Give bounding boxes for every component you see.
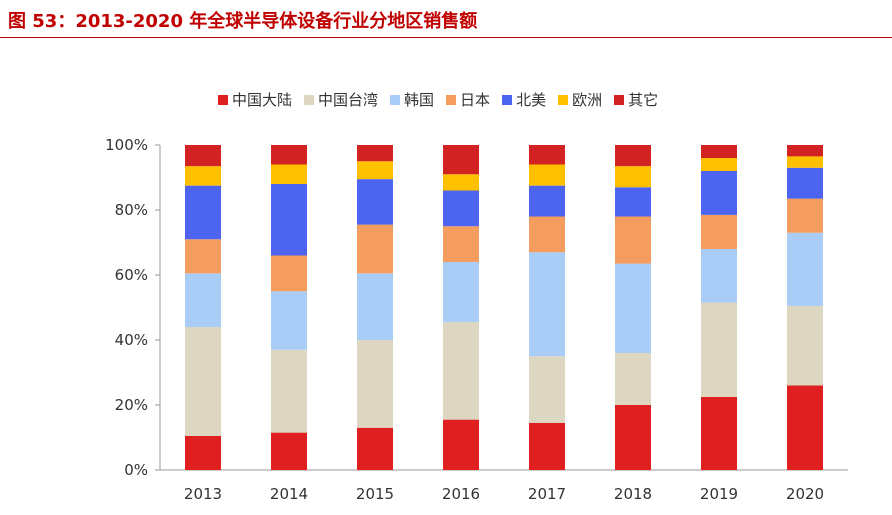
bar-segment <box>271 145 307 165</box>
bar-segment <box>701 396 737 470</box>
legend-item: 欧洲 <box>558 89 602 110</box>
bar-segment <box>443 322 479 420</box>
x-tick-label: 2013 <box>184 485 222 503</box>
bar-segment <box>185 327 221 436</box>
bar-segment <box>271 255 307 292</box>
bar-segment <box>357 161 393 180</box>
bar-segment <box>529 422 565 470</box>
bar-segment <box>443 145 479 175</box>
bar-segment <box>271 432 307 470</box>
legend-item: 韩国 <box>390 89 434 110</box>
bar-segment <box>529 216 565 253</box>
legend-swatch <box>390 94 401 105</box>
bar-segment <box>787 145 823 157</box>
legend-item: 其它 <box>614 89 658 110</box>
x-tick-label: 2014 <box>270 485 308 503</box>
legend-swatch <box>558 94 569 105</box>
bar-segment <box>615 187 651 217</box>
legend-swatch <box>218 94 228 105</box>
bar-segment <box>615 353 651 405</box>
bar-segment <box>615 166 651 188</box>
bar-segment <box>615 216 651 264</box>
x-tick-label: 2015 <box>356 485 394 503</box>
bar-segment <box>529 145 565 165</box>
bar-segment <box>185 185 221 240</box>
x-tick-label: 2018 <box>614 485 652 503</box>
bar-segment <box>443 262 479 323</box>
bar-segment <box>529 252 565 357</box>
y-tick-label: 60% <box>115 266 148 284</box>
bar-segment <box>615 405 651 470</box>
bar-segment <box>787 385 823 470</box>
y-tick-label: 20% <box>115 396 148 414</box>
bar-segment <box>443 226 479 262</box>
bar-segment <box>615 145 651 167</box>
title-bar: 图 53：2013-2020 年全球半导体设备行业分地区销售额 <box>0 0 892 40</box>
x-tick-label: 2017 <box>528 485 566 503</box>
legend-label: 韩国 <box>404 91 435 109</box>
bar-segment <box>701 171 737 215</box>
bar-segment <box>701 302 737 397</box>
bar-segment <box>185 239 221 274</box>
chart-legend: 中国大陆 中国台湾 韩国 日本 北美 欧洲 其它 <box>218 89 670 110</box>
bar-segment <box>787 156 823 168</box>
bar-segment <box>701 158 737 171</box>
bar-segment <box>787 198 823 233</box>
bar-segment <box>357 179 393 225</box>
y-tick-label: 0% <box>124 461 148 479</box>
x-tick-label: 2019 <box>700 485 738 503</box>
legend-item: 日本 <box>446 89 490 110</box>
legend-label: 北美 <box>516 91 547 109</box>
bar-segment <box>271 184 307 256</box>
bar-segment <box>357 340 393 428</box>
x-tick-label: 2020 <box>786 485 824 503</box>
legend-label: 其它 <box>628 91 659 109</box>
legend-label: 欧洲 <box>572 91 603 109</box>
legend-label: 日本 <box>460 91 491 109</box>
legend-swatch <box>614 94 625 105</box>
bar-segment <box>185 435 221 470</box>
x-tick-label: 2016 <box>442 485 480 503</box>
legend-label: 中国大陆 <box>232 91 293 109</box>
bar-segment <box>701 145 737 158</box>
bar-segment <box>787 305 823 386</box>
bar-segment <box>443 190 479 227</box>
bar-segment <box>271 291 307 350</box>
bar-segment <box>443 419 479 470</box>
legend-item: 中国大陆 <box>218 89 292 110</box>
bar-segment <box>185 273 221 327</box>
bar-segment <box>529 185 565 217</box>
bar-segment <box>185 145 221 167</box>
legend-item: 中国台湾 <box>304 89 378 110</box>
bar-segment <box>357 427 393 470</box>
chart-title: 图 53：2013-2020 年全球半导体设备行业分地区销售额 <box>8 11 478 32</box>
legend-swatch <box>446 94 457 105</box>
y-tick-label: 40% <box>115 331 148 349</box>
bar-segment <box>529 356 565 423</box>
title-divider <box>0 37 892 38</box>
bar-segment <box>787 232 823 306</box>
y-tick-label: 80% <box>115 201 148 219</box>
y-tick-label: 100% <box>105 136 148 154</box>
bar-segment <box>185 166 221 186</box>
bar-segment <box>271 349 307 433</box>
bar-segment <box>357 273 393 340</box>
bar-segment <box>701 214 737 249</box>
legend-item: 北美 <box>502 89 546 110</box>
bar-segment <box>357 145 393 162</box>
bar-segment <box>529 164 565 186</box>
legend-swatch <box>502 94 513 105</box>
bar-segment <box>787 167 823 199</box>
bar-segment <box>443 174 479 191</box>
bar-segment <box>357 224 393 274</box>
bar-segment <box>615 263 651 353</box>
bar-segment <box>271 164 307 184</box>
bar-segment <box>701 249 737 303</box>
legend-label: 中国台湾 <box>318 91 379 109</box>
legend-swatch <box>304 94 315 105</box>
